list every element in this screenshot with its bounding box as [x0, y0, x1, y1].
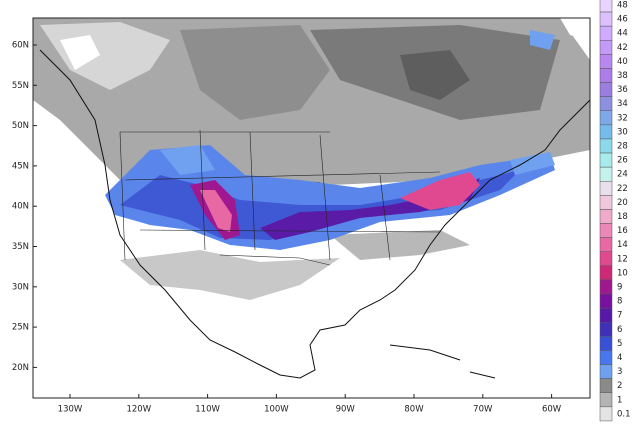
colorbar-label: 22 [617, 184, 628, 194]
lat-label: 50N [12, 121, 29, 131]
colorbar-label: 4 [617, 353, 622, 363]
colorbar-label: 2 [617, 381, 622, 391]
colorbar-swatch [599, 181, 613, 196]
colorbar-label: 30 [617, 127, 628, 137]
colorbar-swatch [599, 279, 613, 295]
colorbar-swatch [599, 364, 613, 379]
colorbar-swatch [599, 54, 613, 69]
lon-label: 130W [58, 405, 83, 415]
colorbar-label: 48 [617, 1, 628, 11]
map-field [33, 18, 590, 398]
colorbar-swatch [599, 110, 613, 126]
colorbar-swatch [599, 152, 613, 168]
lat-label: 20N [12, 363, 29, 373]
lat-label: 40N [12, 202, 29, 212]
lon-label: 120W [126, 405, 151, 415]
colorbar-swatch [599, 336, 613, 351]
colorbar-swatch [599, 223, 613, 238]
colorbar-label: 16 [617, 226, 628, 236]
colorbar-label: 46 [617, 15, 628, 25]
colorbar-label: 12 [617, 254, 628, 264]
colorbar-label: 10 [617, 268, 628, 278]
colorbar-label: 28 [617, 142, 628, 152]
colorbar-label: 18 [617, 212, 628, 222]
colorbar-swatch [599, 322, 613, 337]
colorbar-swatch [599, 195, 613, 210]
lat-label: 35N [12, 242, 29, 252]
colorbar-label: 3 [617, 367, 622, 377]
colorbar-swatch [599, 209, 613, 224]
colorbar-label: 26 [617, 156, 628, 166]
colorbar-label: 5 [617, 339, 622, 349]
lat-label: 30N [12, 282, 29, 292]
colorbar-label: 24 [617, 170, 628, 180]
colorbar-swatch [599, 406, 613, 422]
colorbar-swatch [599, 124, 613, 140]
colorbar-label: 1 [617, 395, 622, 405]
colorbar-label: 8 [617, 297, 622, 307]
colorbar-swatch [599, 265, 613, 281]
colorbar-swatch [599, 25, 613, 41]
colorbar-swatch [599, 11, 613, 27]
lon-label: 60W [542, 405, 562, 415]
colorbar-label: 36 [617, 85, 628, 95]
lat-label: 60N [12, 41, 29, 51]
colorbar-label: 14 [617, 240, 628, 250]
lat-label: 25N [12, 323, 29, 333]
lon-label: 90W [336, 405, 356, 415]
colorbar-swatch [599, 138, 613, 154]
colorbar-swatch [599, 251, 613, 267]
colorbar-swatch [599, 166, 613, 182]
lat-label: 55N [12, 81, 29, 91]
colorbar-label: 0.1 [617, 409, 631, 419]
colorbar-label: 34 [617, 99, 628, 109]
colorbar-label: 32 [617, 113, 628, 123]
colorbar-label: 6 [617, 325, 622, 335]
colorbar-swatch [599, 40, 613, 55]
map-frame [32, 17, 591, 399]
colorbar-label: 42 [617, 43, 628, 53]
colorbar-label: 7 [617, 311, 622, 321]
colorbar-swatch [599, 82, 613, 97]
colorbar-swatch [599, 392, 613, 408]
colorbar-label: 20 [617, 198, 628, 208]
colorbar-label: 38 [617, 71, 628, 81]
lat-label: 45N [12, 161, 29, 171]
colorbar-swatch [599, 96, 613, 112]
colorbar-swatch [599, 378, 613, 393]
colorbar-label: 40 [617, 57, 628, 67]
colorbar-label: 9 [617, 283, 622, 293]
colorbar-swatch [599, 307, 613, 323]
colorbar-swatch [599, 293, 613, 309]
lon-label: 70W [473, 405, 493, 415]
colorbar-swatch [599, 237, 613, 252]
lon-label: 100W [264, 405, 289, 415]
colorbar-label: 44 [617, 29, 628, 39]
lon-label: 110W [195, 405, 220, 415]
colorbar-swatch [599, 0, 613, 13]
colorbar-swatch [599, 350, 613, 365]
colorbar-swatch [599, 68, 613, 83]
lon-label: 80W [404, 405, 424, 415]
